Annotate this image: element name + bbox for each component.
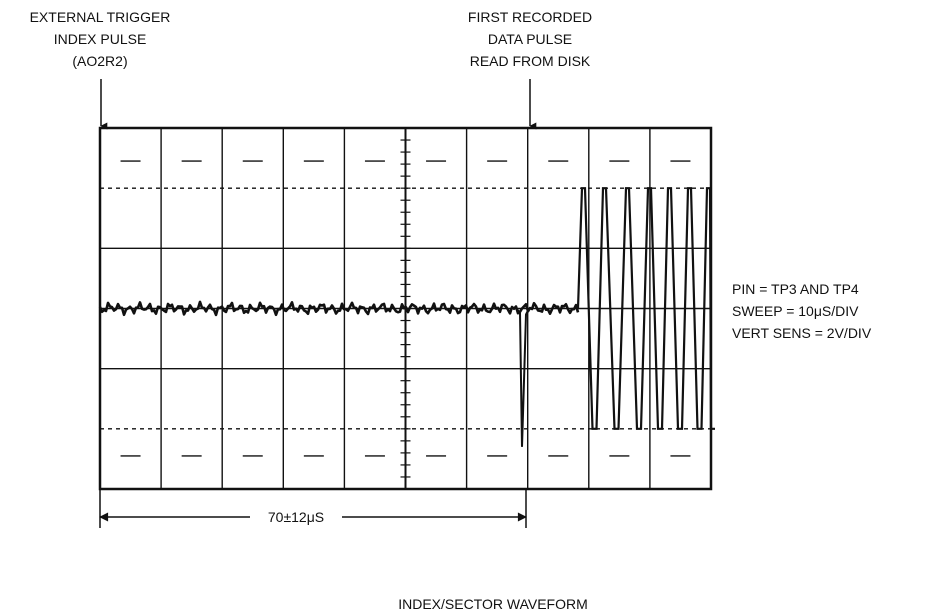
interval-dimension: 70±12μS: [99, 489, 527, 528]
data-pulse-train-trace: [576, 187, 715, 430]
trigger-label-line-3: (AO2R2): [72, 53, 127, 69]
first-pulse-label: FIRST RECORDED DATA PULSE READ FROM DISK: [468, 9, 592, 69]
level-reference-lines: [100, 187, 711, 430]
diagram-caption: INDEX/SECTOR WAVEFORM: [398, 596, 588, 612]
first-pulse-label-line-3: READ FROM DISK: [470, 53, 591, 69]
settings-vert-sens: VERT SENS = 2V/DIV: [732, 325, 872, 341]
interval-label: 70±12μS: [268, 509, 324, 525]
trigger-label-line-2: INDEX PULSE: [54, 31, 147, 47]
settings-sweep: SWEEP = 10μS/DIV: [732, 303, 859, 319]
trigger-label-line-1: EXTERNAL TRIGGER: [30, 9, 171, 25]
baseline-noise-trace: [98, 300, 580, 317]
settings-pin: PIN = TP3 AND TP4: [732, 281, 859, 297]
index-pulse-trace: [515, 307, 530, 447]
first-pulse-label-line-1: FIRST RECORDED: [468, 9, 592, 25]
first-pulse-label-line-2: DATA PULSE: [488, 31, 572, 47]
trigger-label: EXTERNAL TRIGGER INDEX PULSE (AO2R2): [30, 9, 171, 69]
scope-settings: PIN = TP3 AND TP4 SWEEP = 10μS/DIV VERT …: [732, 281, 872, 341]
